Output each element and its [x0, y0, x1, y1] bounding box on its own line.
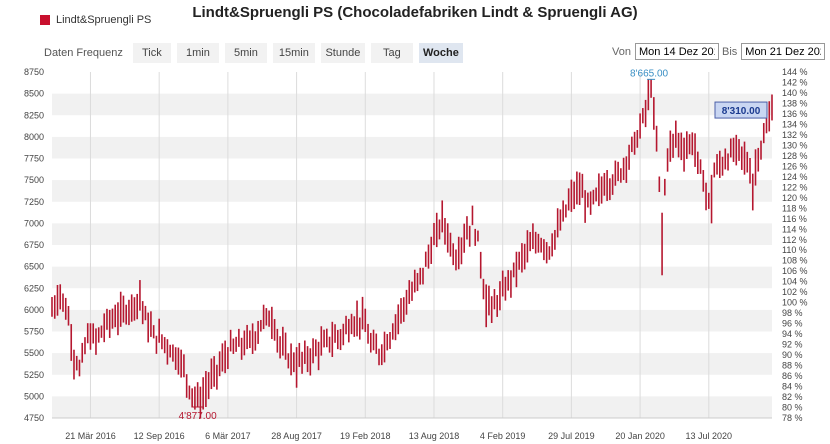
y-tick-label: 7500 [24, 175, 44, 185]
x-tick-label: 29 Jul 2019 [548, 431, 595, 441]
x-tick-label: 4 Feb 2019 [480, 431, 526, 441]
y2-tick-label: 122 % [782, 182, 808, 192]
frequency-label: Daten Frequenz [44, 47, 123, 59]
y2-tick-label: 118 % [782, 203, 807, 213]
y2-tick-label: 126 % [782, 161, 808, 171]
y-tick-label: 8250 [24, 110, 44, 120]
range-to: Bis [722, 43, 826, 60]
y2-tick-label: 140 % [782, 88, 808, 98]
y2-tick-label: 138 % [782, 98, 808, 108]
y2-tick-label: 96 % [782, 319, 803, 329]
tab-tick[interactable]: Tick [132, 43, 171, 63]
y-axis-right: 78 %80 %82 %84 %86 %88 %90 %92 %94 %96 %… [782, 67, 808, 423]
annotations: 8'665.00 4'877.00 8'310.00 [179, 68, 768, 422]
y2-tick-label: 82 % [782, 392, 803, 402]
y2-tick-label: 120 % [782, 193, 808, 203]
y2-tick-label: 106 % [782, 266, 808, 276]
grid-band [52, 180, 772, 202]
x-tick-label: 21 Mär 2016 [65, 431, 116, 441]
y2-tick-label: 134 % [782, 119, 808, 129]
y-tick-label: 5500 [24, 348, 44, 358]
y-tick-label: 6250 [24, 283, 44, 293]
tab-woche[interactable]: Woche [418, 43, 463, 63]
x-tick-label: 13 Aug 2018 [409, 431, 460, 441]
y-tick-label: 5000 [24, 391, 44, 401]
y2-tick-label: 112 % [782, 235, 807, 245]
x-axis: 21 Mär 2016 12 Sep 2016 6 Mär 2017 28 Aug 2… [52, 417, 772, 441]
high-label: 8'665.00 [630, 68, 668, 79]
page-title: Lindt&Spruengli PS (Chocoladefabriken Li… [192, 4, 638, 21]
y2-tick-label: 90 % [782, 350, 803, 360]
grid-band [52, 396, 772, 418]
y2-tick-label: 108 % [782, 256, 808, 266]
y-tick-label: 8500 [24, 89, 44, 99]
y-tick-label: 5250 [24, 370, 44, 380]
y2-tick-label: 104 % [782, 277, 808, 287]
range-from: Von [612, 43, 719, 60]
to-date-input[interactable] [741, 43, 826, 60]
tab-1min[interactable]: 1min [176, 43, 219, 63]
y-tick-label: 6750 [24, 240, 44, 250]
y2-tick-label: 102 % [782, 287, 808, 297]
grid-bands [52, 93, 772, 418]
low-label: 4'877.00 [179, 411, 217, 422]
y-tick-label: 7000 [24, 218, 44, 228]
from-date-input[interactable] [634, 43, 719, 60]
y2-tick-label: 114 % [782, 224, 807, 234]
ohlc-series [51, 79, 773, 419]
y2-tick-label: 100 % [782, 298, 808, 308]
y2-tick-label: 124 % [782, 172, 808, 182]
tab-tag[interactable]: Tag [370, 43, 413, 63]
last-value-box [714, 101, 768, 119]
y2-tick-label: 144 % [782, 67, 808, 77]
frequency-tabs: Daten Frequenz Tick 1min 5min 15min Stun… [44, 43, 463, 63]
y-tick-label: 6000 [24, 305, 44, 315]
y2-tick-label: 142 % [782, 77, 808, 87]
y2-tick-label: 88 % [782, 361, 803, 371]
grid-band [52, 309, 772, 332]
from-label: Von [612, 45, 631, 58]
y2-tick-label: 94 % [782, 329, 803, 339]
y-tick-label: 8750 [24, 67, 44, 77]
tab-15min[interactable]: 15min [272, 43, 315, 63]
y-tick-label: 6500 [24, 262, 44, 272]
x-tick-label: 19 Feb 2018 [340, 431, 391, 441]
y2-tick-label: 116 % [782, 214, 807, 224]
y2-tick-label: 84 % [782, 382, 803, 392]
y2-tick-label: 78 % [782, 413, 803, 423]
grid-band [52, 136, 772, 159]
y-tick-label: 7750 [24, 154, 44, 164]
x-tick-label: 13 Jul 2020 [686, 431, 733, 441]
legend: Lindt&Spruengli PS [40, 14, 151, 26]
tab-stunde[interactable]: Stunde [320, 43, 365, 63]
y2-tick-label: 136 % [782, 109, 808, 119]
x-tick-label: 6 Mär 2017 [205, 431, 251, 441]
y2-tick-label: 92 % [782, 340, 803, 350]
y-tick-label: 5750 [24, 327, 44, 337]
x-tick-label: 12 Sep 2016 [134, 431, 185, 441]
x-tick-label: 20 Jan 2020 [615, 431, 665, 441]
y2-tick-label: 128 % [782, 151, 808, 161]
to-label: Bis [722, 45, 738, 58]
last-value-label: 8'310.00 [722, 106, 761, 117]
y2-tick-label: 132 % [782, 130, 808, 140]
legend-swatch-icon [40, 15, 50, 25]
y-axis-left: 4750 5000 5250 5500 5750 6000 6250 6500 6750 7000… [24, 67, 44, 423]
y2-tick-label: 98 % [782, 308, 803, 318]
grid-band [52, 266, 772, 289]
y2-tick-label: 86 % [782, 371, 803, 381]
legend-label: Lindt&Spruengli PS [56, 14, 152, 26]
y-tick-label: 7250 [24, 197, 44, 207]
y2-tick-label: 130 % [782, 140, 808, 150]
y-tick-label: 8000 [24, 132, 44, 142]
tab-5min[interactable]: 5min [224, 43, 267, 63]
y2-tick-label: 110 % [782, 245, 807, 255]
grid-band [52, 93, 772, 116]
y-tick-label: 4750 [24, 413, 44, 423]
x-tick-label: 28 Aug 2017 [271, 431, 322, 441]
y2-tick-label: 80 % [782, 403, 803, 413]
grid-band [52, 223, 772, 245]
grid-band [52, 353, 772, 375]
